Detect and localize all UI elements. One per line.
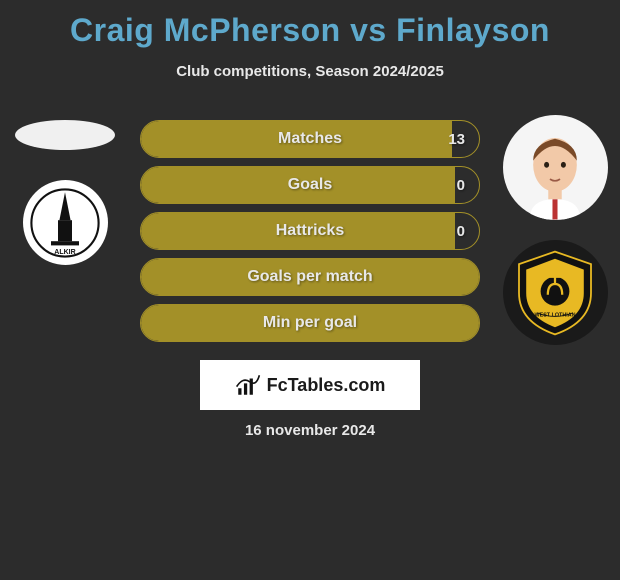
fctables-badge: FcTables.com: [200, 360, 420, 410]
stat-row-gpm: Goals per match: [140, 258, 480, 296]
stat-label: Matches: [141, 121, 479, 157]
club-badge-right: WEST LOTHIAN: [503, 240, 608, 345]
stats-block: Matches 13 Goals 0 Hattricks 0 Goals per…: [140, 120, 480, 350]
right-player-column: WEST LOTHIAN: [500, 115, 610, 345]
stat-value: 0: [457, 213, 465, 249]
player-face-icon: [513, 126, 597, 221]
svg-text:ALKIR: ALKIR: [54, 248, 75, 255]
player-right-avatar: [503, 115, 608, 220]
stat-label: Min per goal: [141, 305, 479, 341]
player-left-avatar-blank: [15, 120, 115, 150]
stat-value: 0: [457, 167, 465, 203]
club-badge-left: ALKIR: [23, 180, 108, 265]
left-player-column: ALKIR: [10, 120, 120, 265]
stat-value: 13: [448, 121, 465, 157]
livingston-icon: WEST LOTHIAN: [510, 248, 600, 338]
stat-label: Goals per match: [141, 259, 479, 295]
stat-label: Goals: [141, 167, 479, 203]
page-subtitle: Club competitions, Season 2024/2025: [0, 63, 620, 80]
stat-row-hattricks: Hattricks 0: [140, 212, 480, 250]
svg-text:WEST LOTHIAN: WEST LOTHIAN: [535, 312, 576, 318]
falkirk-icon: ALKIR: [30, 188, 100, 258]
stat-row-matches: Matches 13: [140, 120, 480, 158]
stat-row-mpg: Min per goal: [140, 304, 480, 342]
chart-icon: [235, 372, 261, 398]
footer-date: 16 november 2024: [0, 422, 620, 439]
fctables-label: FcTables.com: [267, 375, 386, 396]
page-title: Craig McPherson vs Finlayson: [0, 0, 620, 49]
stat-row-goals: Goals 0: [140, 166, 480, 204]
stat-label: Hattricks: [141, 213, 479, 249]
